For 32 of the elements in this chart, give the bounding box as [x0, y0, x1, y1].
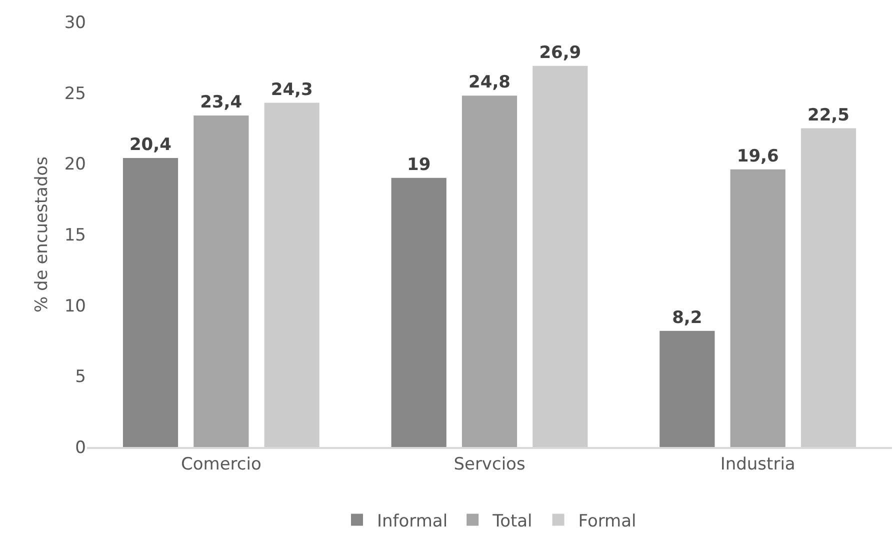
- data-label: 23,4: [200, 92, 242, 112]
- y-tick-label: 20: [64, 154, 86, 175]
- data-label: 20,4: [129, 135, 172, 155]
- bar: [391, 178, 446, 447]
- x-tick-label: Comercio: [180, 454, 262, 474]
- data-label: 24,8: [468, 72, 510, 93]
- data-label: 26,9: [539, 42, 582, 63]
- bar: [194, 116, 249, 447]
- bar: [122, 158, 178, 447]
- x-tick-label: Industria: [720, 454, 796, 474]
- legend-label: Informal: [377, 511, 448, 532]
- data-label: 24,3: [270, 80, 313, 100]
- bar: [462, 96, 518, 447]
- data-label: 19: [407, 154, 431, 175]
- y-tick-label: 10: [64, 296, 86, 316]
- data-label: 8,2: [672, 308, 702, 328]
- legend-label: Formal: [578, 511, 636, 532]
- y-tick-label: 0: [75, 438, 86, 458]
- y-tick-label: 15: [64, 225, 86, 246]
- bar: [800, 128, 856, 447]
- data-label: 19,6: [736, 146, 779, 166]
- bar: [730, 169, 786, 447]
- y-tick-label: 5: [75, 367, 86, 388]
- bar: [532, 66, 588, 447]
- data-label: 22,5: [808, 105, 850, 126]
- x-tick-label: Servcios: [454, 454, 526, 474]
- y-tick-label: 25: [64, 84, 86, 104]
- legend-label: Total: [492, 511, 532, 532]
- y-axis-title: % de encuestados: [32, 156, 52, 313]
- bar: [264, 102, 320, 447]
- bar: [660, 330, 715, 447]
- y-tick-label: 30: [64, 12, 86, 33]
